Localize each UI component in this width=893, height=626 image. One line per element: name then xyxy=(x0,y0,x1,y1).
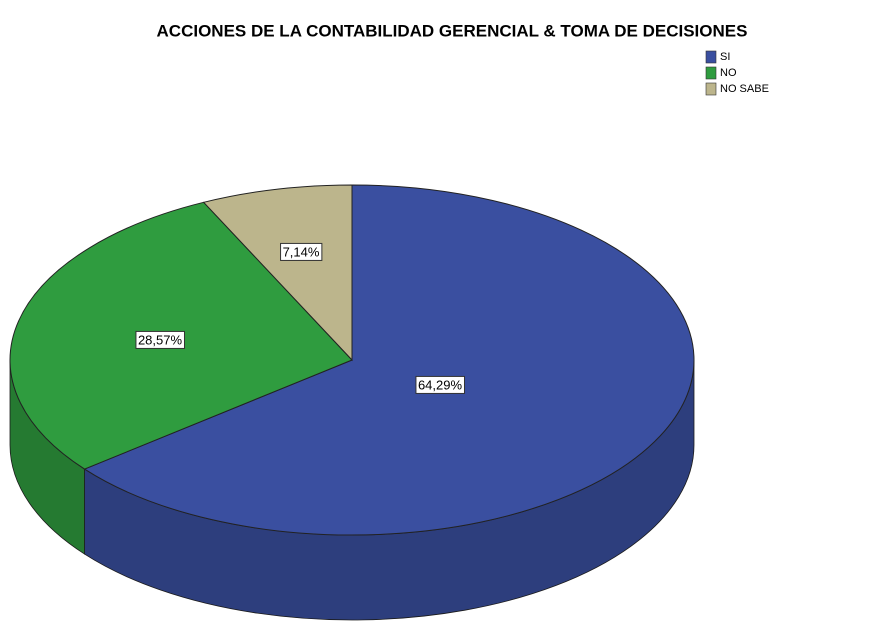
value-labels: 64,29% 28,57% 7,14% xyxy=(135,242,465,394)
value-label: 7,14% xyxy=(283,244,320,259)
value-label-box xyxy=(280,242,323,261)
slice xyxy=(83,184,695,536)
legend-swatch xyxy=(705,50,717,64)
legend-swatch xyxy=(705,66,717,80)
pie xyxy=(9,184,695,621)
chart-title: ACCIONES DE LA CONTABILIDAD GERENCIAL & … xyxy=(157,21,748,40)
legend-swatch xyxy=(705,82,717,96)
legend-label: SI xyxy=(720,51,730,63)
value-label-box xyxy=(135,330,185,349)
legend: SI NO NO SABE xyxy=(705,50,769,96)
value-label: 64,29% xyxy=(418,377,463,392)
value-label: 28,57% xyxy=(138,332,183,347)
value-label-box xyxy=(415,375,465,394)
legend-label: NO xyxy=(720,67,737,79)
slice xyxy=(202,184,353,362)
legend-label: NO SABE xyxy=(720,83,769,95)
